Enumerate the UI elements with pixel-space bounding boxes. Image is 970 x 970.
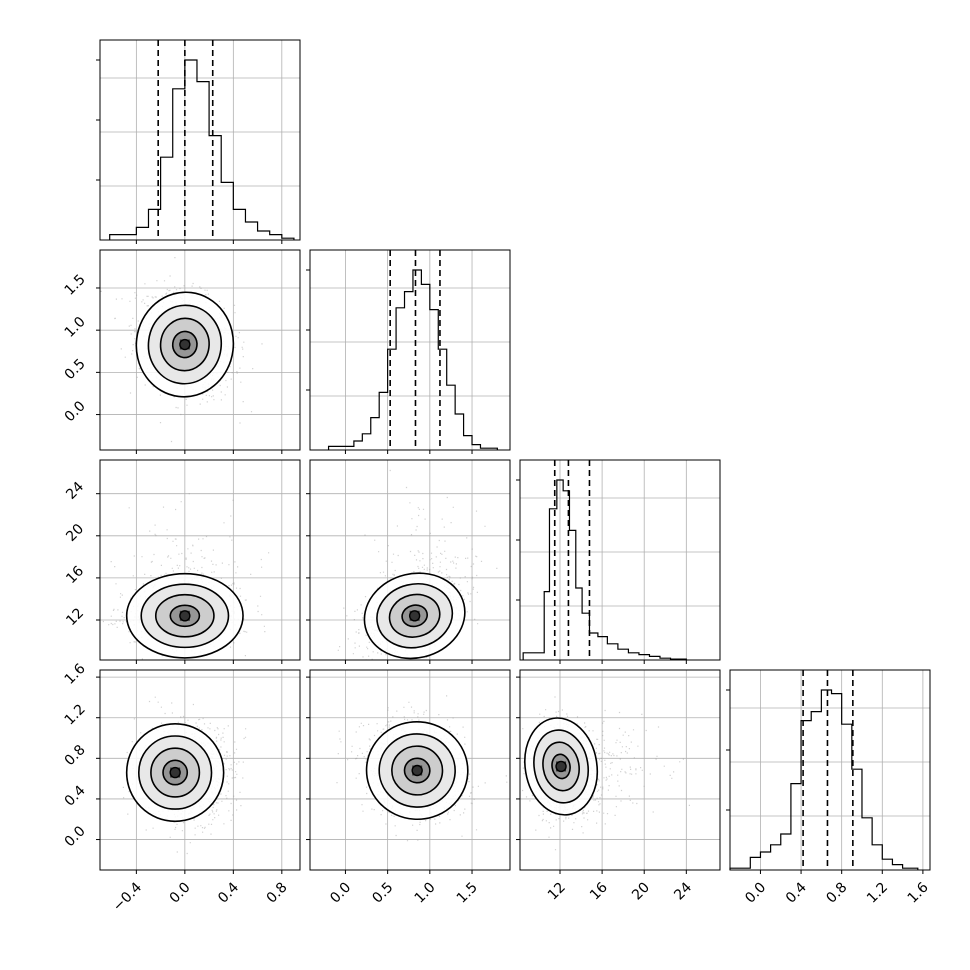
panel-content xyxy=(520,670,720,870)
histogram-panel-0 xyxy=(96,39,301,241)
y-tick-label: 20 xyxy=(63,521,87,545)
panel-content xyxy=(100,460,300,660)
scatter-panel-0-3 xyxy=(99,669,301,871)
panel-frame xyxy=(99,669,301,871)
panel-content xyxy=(100,250,300,450)
panel-frame xyxy=(99,39,301,241)
y-axis-param-1: 0.0 0.5 1.0 1.5 xyxy=(62,272,100,425)
histogram-step-3 xyxy=(729,689,919,870)
density-peak xyxy=(412,765,423,776)
density-peak xyxy=(179,610,190,621)
histogram-panel-1 xyxy=(306,249,511,451)
y-tick-label: 0.5 xyxy=(62,356,89,383)
x-tick-label: 0.5 xyxy=(369,880,396,907)
density-contour-peak xyxy=(555,760,567,773)
x-tick-label: 1.5 xyxy=(454,880,481,907)
x-tick-label: 1.2 xyxy=(864,880,891,907)
scatter-panel-1-2 xyxy=(309,459,511,661)
histogram-step-0 xyxy=(109,59,295,240)
density-contour-peak xyxy=(179,338,191,351)
panel-content xyxy=(100,670,300,870)
y-tick-label: 1.6 xyxy=(62,661,89,688)
density-contour-peak xyxy=(411,764,423,777)
x-tick-label: 12 xyxy=(545,880,569,904)
scatter-panel-0-1 xyxy=(99,249,301,451)
y-tick-label: 16 xyxy=(63,563,87,587)
density-peak xyxy=(409,610,420,621)
y-axis-param-3: 0.0 0.4 0.8 1.2 1.6 xyxy=(62,661,100,850)
panel-content xyxy=(310,670,510,870)
density-peak xyxy=(170,767,181,778)
scatter-panel-2-3 xyxy=(519,669,721,871)
panel-frame xyxy=(309,459,511,661)
x-tick-label: 0.0 xyxy=(327,880,354,907)
y-tick-label: 0.4 xyxy=(62,783,89,810)
panel-frame xyxy=(309,249,511,451)
panel-frame xyxy=(99,249,301,451)
histogram-panel-3 xyxy=(726,669,931,871)
y-tick-label: 12 xyxy=(63,605,87,629)
scatter-panel-0-2 xyxy=(99,459,301,661)
x-tick-label: 16 xyxy=(587,879,611,903)
y-tick-label: 1.5 xyxy=(62,272,89,299)
histogram-panel-2 xyxy=(516,459,721,661)
y-tick-label: 1.2 xyxy=(62,701,89,728)
x-tick-label: 24 xyxy=(671,879,695,903)
panel-frame xyxy=(519,459,721,661)
y-tick-label: 0.0 xyxy=(62,823,89,850)
y-axis-param-2: 12 16 20 24 xyxy=(63,479,100,629)
density-peak xyxy=(179,339,190,350)
x-tick-label: 1.0 xyxy=(412,880,439,907)
panel-frame xyxy=(729,669,931,871)
x-tick-label: 1.6 xyxy=(905,879,932,906)
y-tick-label: 0.8 xyxy=(62,742,89,769)
panel-frame xyxy=(99,459,301,661)
y-tick-label: 0.0 xyxy=(62,398,89,425)
x-tick-label: 0.0 xyxy=(742,880,769,907)
scatter-panel-1-3 xyxy=(309,669,511,871)
histogram-step-1 xyxy=(327,269,498,450)
x-tick-label: 0.0 xyxy=(167,880,194,907)
density-peak xyxy=(556,761,567,772)
x-tick-label: 0.8 xyxy=(264,880,291,907)
panel-content xyxy=(310,460,510,660)
density-contour-peak xyxy=(408,610,421,622)
x-axis-param-2: 12 16 20 24 xyxy=(545,870,695,903)
density-contour-peak xyxy=(169,766,181,779)
panel-frame xyxy=(519,669,721,871)
x-tick-label: −0.4 xyxy=(110,879,145,914)
histogram-step-2 xyxy=(522,479,687,660)
x-tick-label: 20 xyxy=(629,880,653,904)
x-tick-label: 0.4 xyxy=(783,879,810,906)
density-contour-peak xyxy=(179,610,191,622)
y-tick-label: 1.0 xyxy=(62,314,89,341)
y-tick-label: 24 xyxy=(63,479,87,503)
panel-frame xyxy=(309,669,511,871)
x-tick-label: 0.8 xyxy=(823,880,850,907)
x-axis-param-3: 0.0 0.4 0.8 1.2 1.6 xyxy=(742,870,932,907)
x-axis-param-0: −0.4 0.0 0.4 0.8 xyxy=(110,870,291,915)
x-axis-param-1: 0.0 0.5 1.0 1.5 xyxy=(327,870,481,907)
x-tick-label: 0.4 xyxy=(215,879,242,906)
